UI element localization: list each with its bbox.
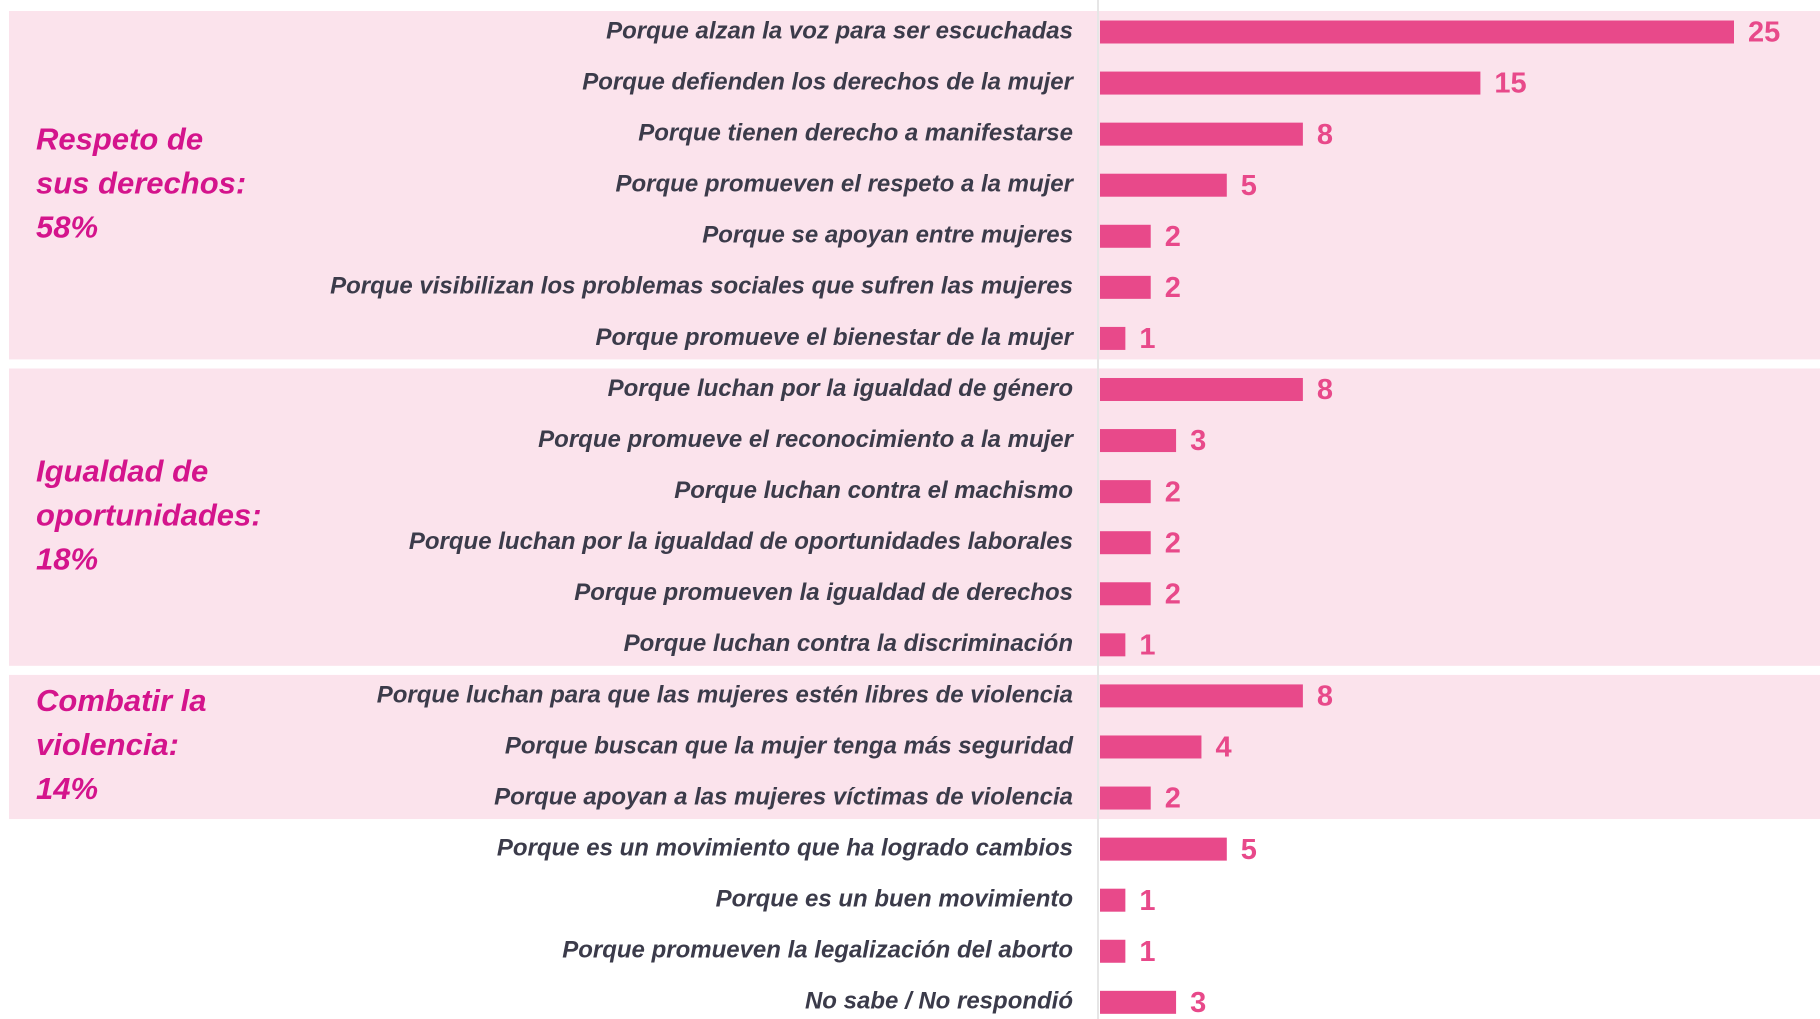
bar [1100,480,1151,504]
bar [1100,888,1126,912]
category-label: Porque promueve el reconocimiento a la m… [538,426,1074,453]
bar [1100,377,1303,401]
bar [1100,275,1151,299]
value-label: 2 [1165,527,1181,559]
category-label: Porque defienden los derechos de la muje… [582,68,1074,95]
group-share: 14% [36,771,98,806]
bar [1100,582,1151,606]
category-label: Porque tienen derecho a manifestarse [638,119,1073,146]
group-share: 58% [36,209,98,244]
value-label: 2 [1165,783,1181,815]
value-label: 1 [1139,629,1155,661]
category-label: Porque apoyan a las mujeres víctimas de … [494,783,1073,810]
value-label: 5 [1241,170,1257,202]
value-label: 3 [1190,987,1206,1019]
category-label: Porque es un buen movimiento [716,886,1073,913]
category-label: Porque luchan por la igualdad de oportun… [409,528,1073,555]
group-label: Combatir la [36,683,207,718]
category-label: Porque luchan contra la discriminación [624,630,1073,657]
bar [1100,837,1227,861]
category-label: Porque se apoyan entre mujeres [702,222,1073,249]
value-label: 8 [1317,374,1333,406]
value-label: 8 [1317,681,1333,713]
value-label: 1 [1139,936,1155,968]
value-label: 15 [1494,68,1526,100]
value-label: 2 [1165,476,1181,508]
category-label: Porque luchan para que las mujeres estén… [377,681,1073,708]
bar [1100,684,1303,708]
group-share: 18% [36,541,98,576]
value-label: 2 [1165,221,1181,253]
group-band [9,368,1820,666]
bar [1100,429,1177,453]
category-label: Porque promueven el respeto a la mujer [616,171,1075,198]
value-label: 1 [1139,885,1155,917]
group-label: Igualdad de [36,453,208,488]
group-bands [9,11,1820,820]
bar [1100,20,1734,44]
group-label: Respeto de [36,121,203,156]
category-label: Porque visibilizan los problemas sociale… [330,273,1073,300]
bar [1100,633,1126,657]
category-label: Porque luchan contra el machismo [674,477,1073,504]
group-band [9,674,1820,820]
group-band [9,11,1820,360]
value-label: 2 [1165,272,1181,304]
category-label: Porque es un movimiento que ha logrado c… [497,834,1073,861]
bar [1100,224,1151,248]
bar [1100,122,1303,146]
value-label: 1 [1139,323,1155,355]
category-label: Porque buscan que la mujer tenga más seg… [505,732,1074,759]
group-label: violencia: [36,727,179,762]
value-label: 3 [1190,425,1206,457]
value-label: 2 [1165,578,1181,610]
value-label: 8 [1317,119,1333,151]
group-label: oportunidades: [36,497,262,532]
value-label: 4 [1215,732,1231,764]
bar [1100,990,1177,1014]
bar [1100,531,1151,555]
category-label: Porque luchan por la igualdad de género [608,375,1073,402]
bar [1100,786,1151,810]
bar [1100,71,1481,95]
bar [1100,326,1126,350]
category-label: Porque promueve el bienestar de la mujer [596,324,1075,351]
category-label: No sabe / No respondió [805,988,1073,1015]
bar [1100,939,1126,963]
rows: Respeto de sus derechos: 58% Porque alzan l… [36,0,1780,1019]
value-label: 25 [1748,17,1780,49]
bar [1100,173,1227,197]
group-label: sus derechos: [36,165,246,200]
bar [1100,735,1202,759]
value-label: 5 [1241,834,1257,866]
category-label: Porque alzan la voz para ser escuchadas [606,17,1073,44]
category-label: Porque promueven la legalización del abo… [562,937,1073,964]
category-label: Porque promueven la igualdad de derechos [574,579,1073,606]
